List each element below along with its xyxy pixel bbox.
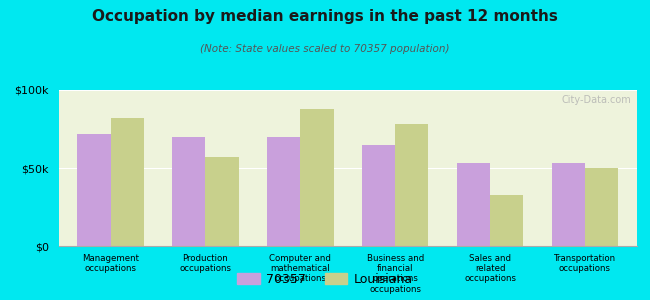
Bar: [457, 163, 490, 246]
Bar: [172, 137, 205, 246]
Bar: [362, 145, 395, 246]
Bar: [395, 124, 428, 246]
Text: (Note: State values scaled to 70357 population): (Note: State values scaled to 70357 popu…: [200, 44, 450, 53]
Text: City-Data.com: City-Data.com: [562, 95, 631, 105]
Bar: [77, 134, 110, 246]
Bar: [300, 109, 333, 246]
Bar: [267, 137, 300, 246]
Bar: [205, 157, 239, 246]
Bar: [111, 118, 144, 246]
Bar: [585, 168, 618, 246]
Bar: [552, 163, 585, 246]
Legend: 70357, Louisiana: 70357, Louisiana: [233, 268, 417, 291]
Text: Occupation by median earnings in the past 12 months: Occupation by median earnings in the pas…: [92, 9, 558, 24]
Bar: [490, 194, 523, 246]
